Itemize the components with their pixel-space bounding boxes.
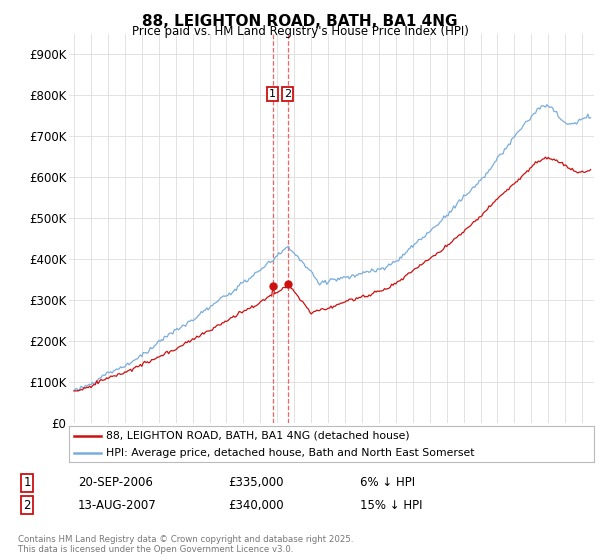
Text: £340,000: £340,000 — [228, 498, 284, 512]
Text: 1: 1 — [23, 476, 31, 489]
Text: 88, LEIGHTON ROAD, BATH, BA1 4NG: 88, LEIGHTON ROAD, BATH, BA1 4NG — [142, 14, 458, 29]
Text: 2: 2 — [23, 498, 31, 512]
Text: 20-SEP-2006: 20-SEP-2006 — [78, 476, 153, 489]
Text: 1: 1 — [269, 89, 276, 99]
Text: 13-AUG-2007: 13-AUG-2007 — [78, 498, 157, 512]
Text: 2: 2 — [284, 89, 292, 99]
Text: 15% ↓ HPI: 15% ↓ HPI — [360, 498, 422, 512]
Text: Price paid vs. HM Land Registry's House Price Index (HPI): Price paid vs. HM Land Registry's House … — [131, 25, 469, 38]
Text: 88, LEIGHTON ROAD, BATH, BA1 4NG (detached house): 88, LEIGHTON ROAD, BATH, BA1 4NG (detach… — [106, 431, 409, 441]
Text: Contains HM Land Registry data © Crown copyright and database right 2025.
This d: Contains HM Land Registry data © Crown c… — [18, 535, 353, 554]
Text: £335,000: £335,000 — [228, 476, 284, 489]
Text: 6% ↓ HPI: 6% ↓ HPI — [360, 476, 415, 489]
Text: HPI: Average price, detached house, Bath and North East Somerset: HPI: Average price, detached house, Bath… — [106, 448, 474, 458]
